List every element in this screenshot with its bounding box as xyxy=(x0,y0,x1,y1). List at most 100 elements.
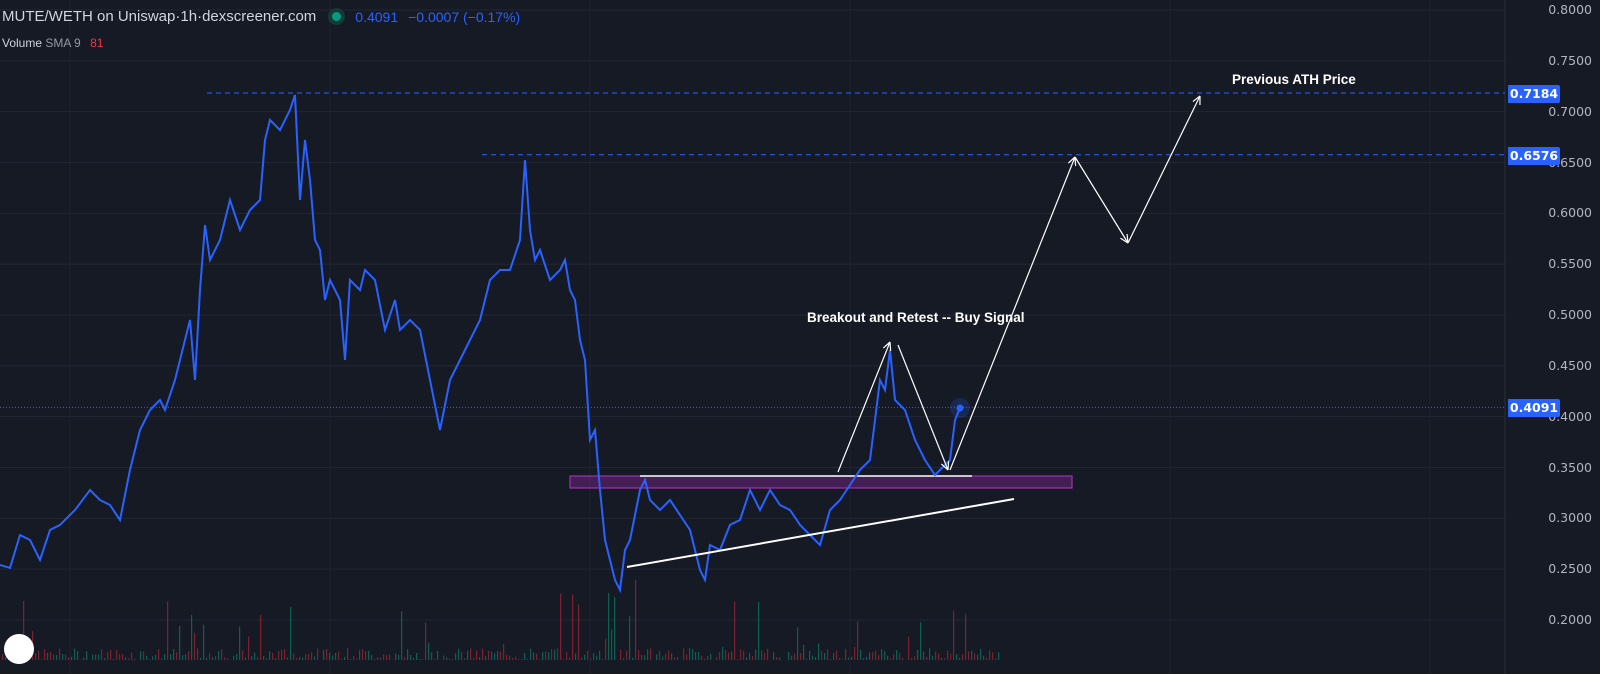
volume-bar xyxy=(995,658,997,660)
volume-bar xyxy=(608,592,610,660)
volume-bar xyxy=(539,659,541,660)
volume-bar xyxy=(869,652,871,660)
volume-bar xyxy=(68,657,70,660)
volume-bar xyxy=(194,632,196,660)
volume-bar xyxy=(977,654,979,660)
volume-bar xyxy=(560,593,562,660)
volume-bar xyxy=(533,652,535,660)
volume-bar xyxy=(842,659,844,660)
volume-bar xyxy=(983,655,985,660)
volume-bar xyxy=(941,657,943,660)
symbol-title[interactable]: MUTE/WETH on Uniswap xyxy=(2,8,176,25)
source: dexscreener.com xyxy=(202,8,317,25)
volume-bar xyxy=(38,650,40,660)
volume-bar xyxy=(569,657,571,660)
volume-bar xyxy=(350,659,352,660)
volume-bar xyxy=(299,657,301,660)
volume-bar xyxy=(359,650,361,660)
volume-bar xyxy=(743,650,745,660)
volume-bar xyxy=(944,658,946,660)
volume-bar xyxy=(593,652,595,660)
volume-bar xyxy=(47,652,49,660)
volume-bar xyxy=(251,656,253,660)
volume-bar xyxy=(890,658,892,660)
volume-bar xyxy=(347,648,349,660)
volume-bar xyxy=(71,656,73,660)
volume-bar xyxy=(143,651,145,660)
volume-bar xyxy=(374,658,376,660)
y-tick-label: 0.5500 xyxy=(1548,256,1592,272)
volume-bar xyxy=(419,658,421,660)
volume-bar xyxy=(698,651,700,660)
volume-bar xyxy=(812,655,814,660)
volume-bar xyxy=(371,654,373,660)
arrow-head xyxy=(1192,95,1201,103)
volume-bar xyxy=(674,657,676,660)
volume-bar xyxy=(341,658,343,660)
volume-bar xyxy=(755,649,757,660)
volume-bar xyxy=(578,604,580,660)
tradingview-logo[interactable] xyxy=(4,634,34,664)
volume-bar xyxy=(326,649,328,660)
volume-bar xyxy=(668,650,670,660)
ath-annotation[interactable]: Previous ATH Price xyxy=(1232,72,1356,87)
volume-bar xyxy=(548,652,550,660)
volume-bar xyxy=(686,654,688,660)
interval[interactable]: 1h xyxy=(180,8,198,25)
volume-bar xyxy=(752,655,754,660)
volume-bar xyxy=(602,659,604,660)
volume-bar xyxy=(491,651,493,660)
volume-bar xyxy=(626,650,628,660)
volume-bar xyxy=(779,657,781,660)
volume-bar xyxy=(317,648,319,660)
volume-bar xyxy=(389,654,391,660)
volume-bar xyxy=(149,659,151,660)
volume-bar xyxy=(761,650,763,660)
volume-bar xyxy=(839,658,841,660)
breakout-annotation[interactable]: Breakout and Retest -- Buy Signal xyxy=(807,310,1025,325)
volume-bar xyxy=(881,649,883,660)
volume-bar xyxy=(737,659,739,660)
price-change: −0.0007 (−0.17%) xyxy=(408,8,521,25)
ascending-trendline[interactable] xyxy=(626,498,1015,568)
volume-bar xyxy=(164,654,166,660)
volume-bar xyxy=(83,657,85,660)
volume-bar xyxy=(623,658,625,660)
projection-arrow xyxy=(837,341,891,473)
volume-bar xyxy=(599,650,601,660)
volume-bar xyxy=(356,658,358,660)
volume-bar xyxy=(542,652,544,660)
volume-bar xyxy=(161,658,163,660)
volume-bar xyxy=(947,650,949,660)
volume-bar xyxy=(203,624,205,660)
volume-bar xyxy=(764,652,766,660)
volume-bar xyxy=(224,657,226,660)
volume-bar xyxy=(272,652,274,660)
volume-bar xyxy=(323,649,325,660)
volume-bar xyxy=(500,651,502,660)
volume-bar xyxy=(887,655,889,660)
volume-bar xyxy=(566,652,568,660)
current-price-tag: 0.4091 xyxy=(1508,399,1560,417)
volume-bar xyxy=(662,656,664,660)
volume-bar xyxy=(92,654,94,660)
volume-bar xyxy=(563,659,565,660)
volume-sma: SMA 9 xyxy=(45,36,81,50)
volume-bar xyxy=(980,648,982,660)
volume-legend[interactable]: Volume SMA 9 81 xyxy=(2,36,103,50)
volume-bar xyxy=(794,653,796,660)
volume-bar xyxy=(635,579,637,660)
volume-bar xyxy=(902,657,904,660)
volume-bar xyxy=(494,653,496,660)
volume-bar xyxy=(509,655,511,660)
volume-bar xyxy=(929,648,931,660)
volume-bar xyxy=(116,650,118,660)
volume-bar xyxy=(314,656,316,660)
separator: · xyxy=(175,8,181,25)
volume-bar xyxy=(704,658,706,660)
volume-bar xyxy=(530,648,532,660)
volume-bar xyxy=(899,652,901,660)
volume-bar xyxy=(407,649,409,660)
volume-bar xyxy=(518,658,520,660)
